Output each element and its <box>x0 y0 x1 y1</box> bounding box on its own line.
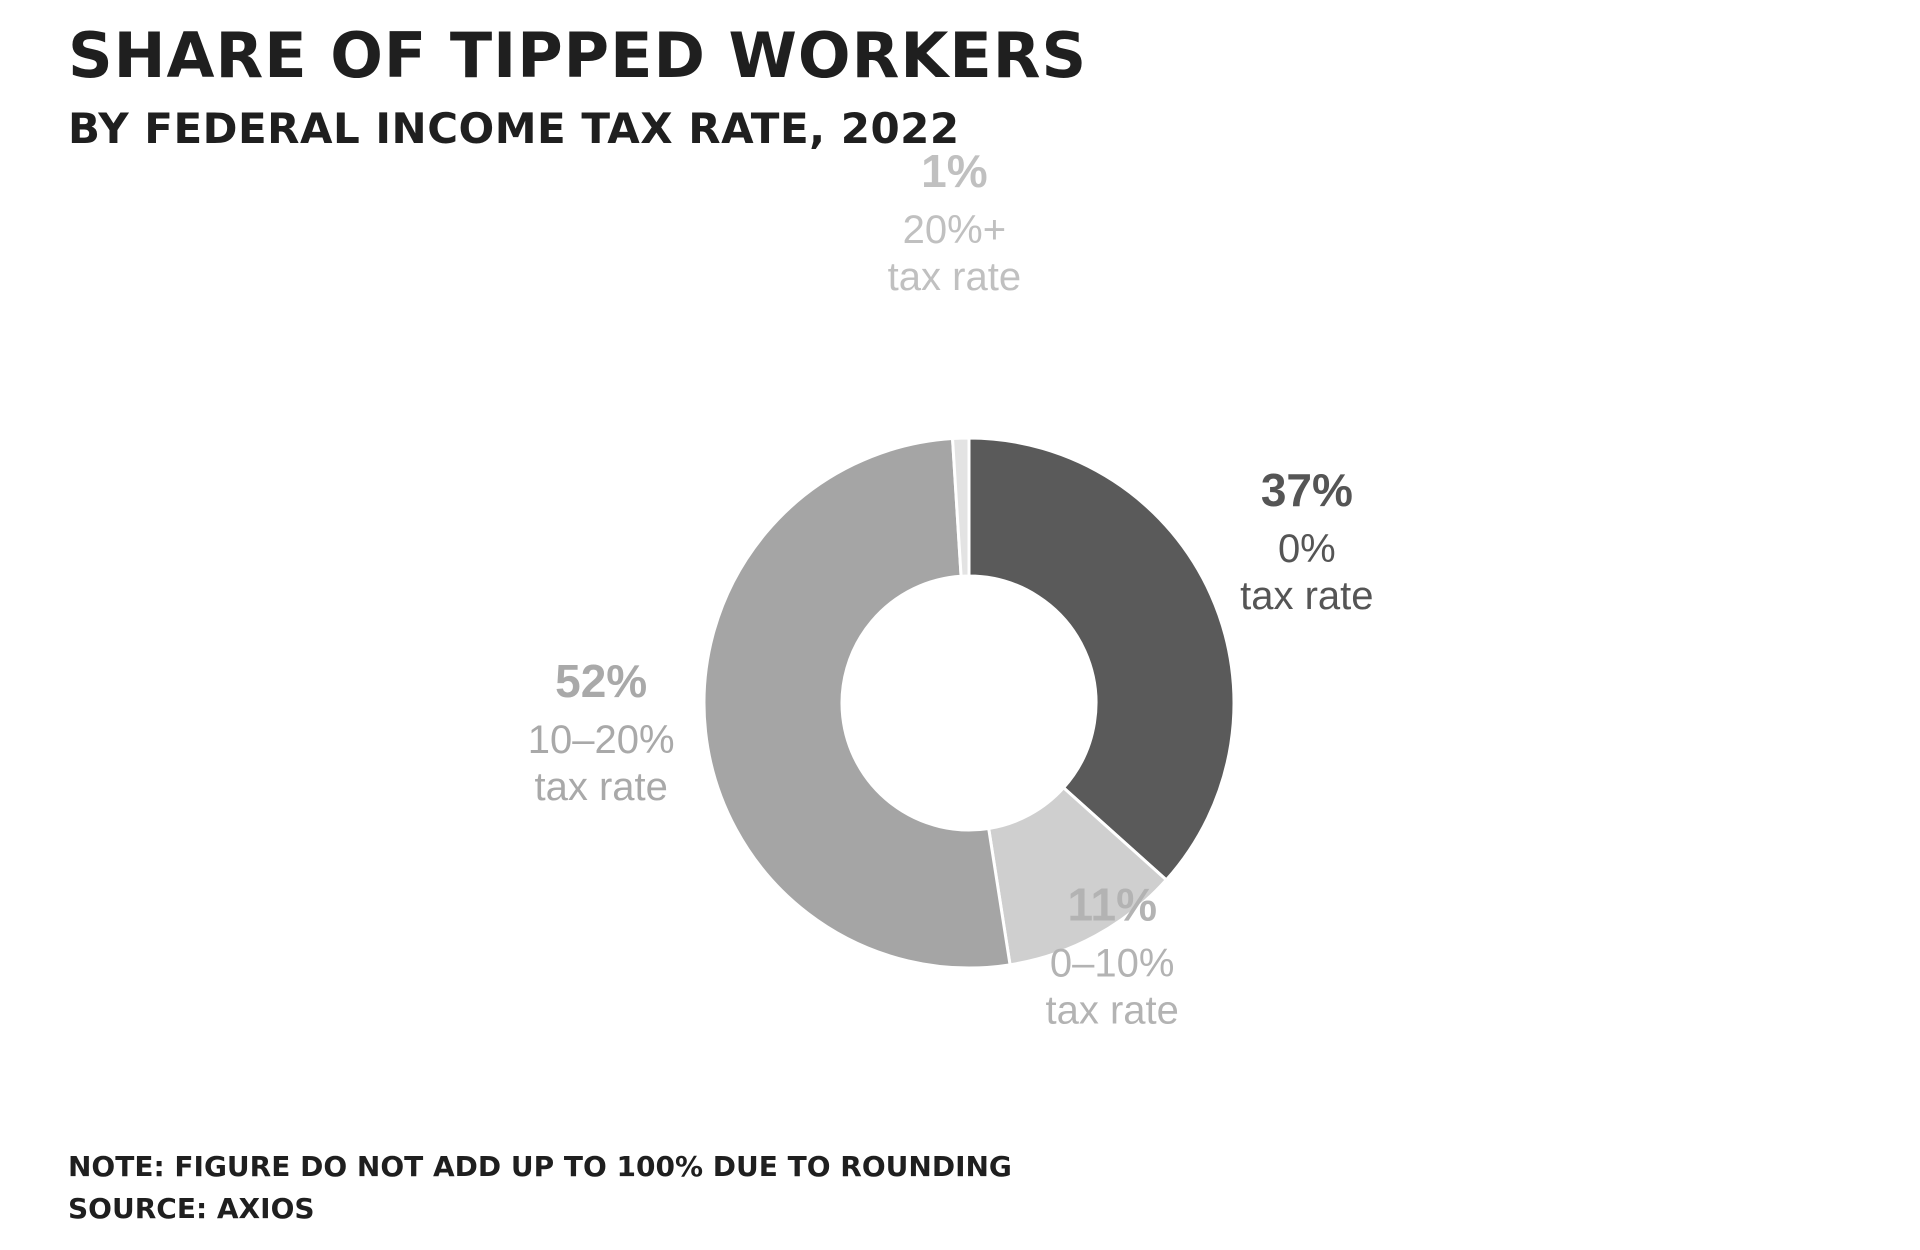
slice-value-label-2: 11% <box>1067 879 1157 931</box>
slice-category-label-3-line-1: 10–20% <box>528 718 675 762</box>
slice-label-group-2: 11% 0–10%tax rate <box>1046 879 1179 1033</box>
source-line: SOURCE: AXIOS <box>68 1192 315 1225</box>
slice-category-label-1-line-1: 0% <box>1278 527 1336 571</box>
donut-slice-1 <box>967 436 1236 883</box>
slice-category-label-1-line-2: tax rate <box>1240 574 1373 618</box>
slice-value-label-1: 37% <box>1261 464 1353 516</box>
donut-slice-4 <box>950 436 971 578</box>
slice-category-label-2-line-2: tax rate <box>1046 989 1179 1033</box>
slice-category-label-4-line-1: 20%+ <box>903 208 1006 252</box>
slice-category-label-2-line-1: 0–10% <box>1050 942 1175 986</box>
slice-category-label-3-line-2: tax rate <box>534 765 667 809</box>
donut-slices <box>702 436 1236 970</box>
slice-label-group-1: 37% 0%tax rate <box>1240 464 1373 618</box>
slice-category-label-4-line-2: tax rate <box>888 255 1021 299</box>
footnote: NOTE: FIGURE DO NOT ADD UP TO 100% DUE T… <box>68 1150 1012 1183</box>
chart-title: SHARE OF TIPPED WORKERS <box>68 19 1088 92</box>
slice-label-group-3: 52% 10–20%tax rate <box>528 655 675 809</box>
donut-slice-3 <box>702 436 1012 970</box>
slice-value-label-3: 52% <box>555 655 647 707</box>
chart-subtitle: BY FEDERAL INCOME TAX RATE, 2022 <box>68 104 960 153</box>
slice-value-label-4: 1% <box>921 145 987 197</box>
slice-label-group-4: 1% 20%+tax rate <box>888 145 1021 299</box>
